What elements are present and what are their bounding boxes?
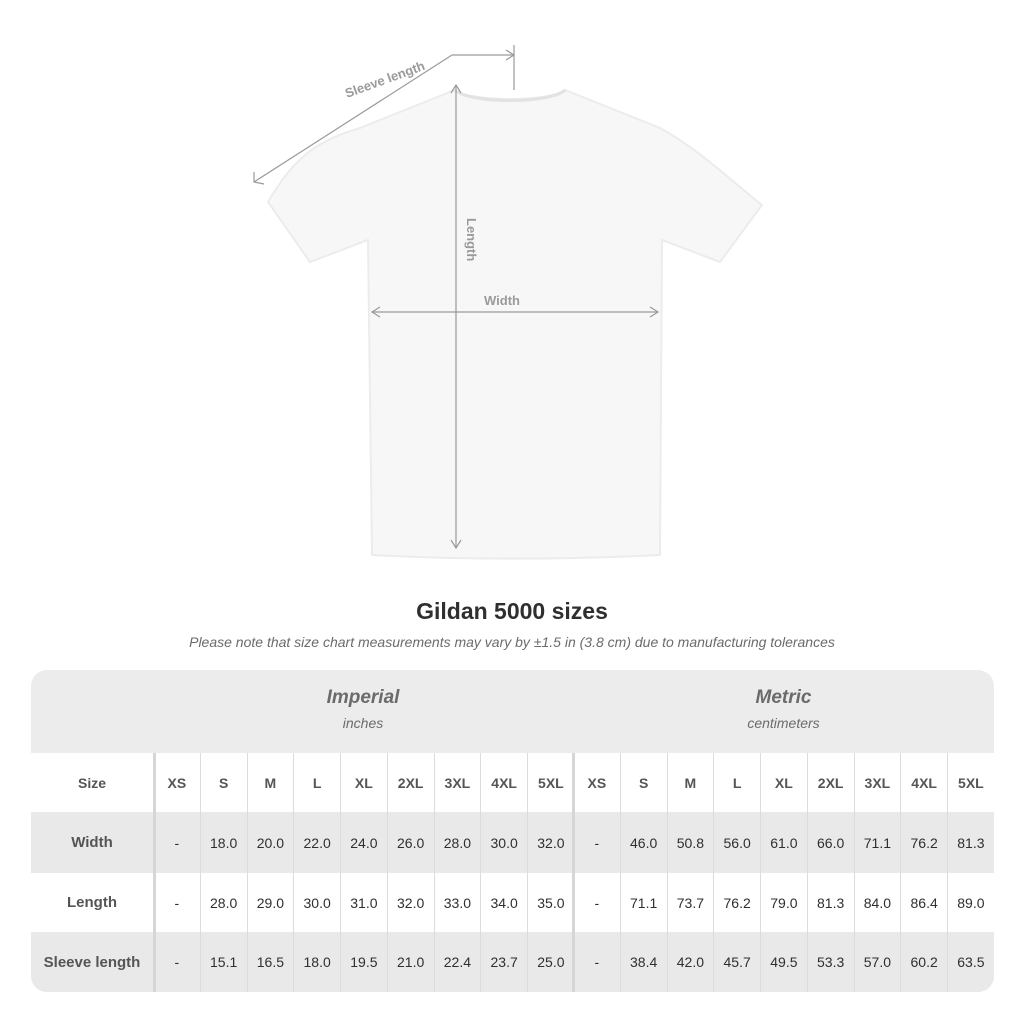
size-header-cell: 2XL [806, 753, 854, 812]
metric-value-cell: 38.4 [619, 932, 667, 992]
metric-group-header: Metric centimeters [573, 670, 994, 753]
size-header-cell: S [199, 753, 247, 812]
imperial-value-cell: 24.0 [340, 812, 387, 873]
imperial-value-cell: 28.0 [433, 812, 481, 873]
size-header-cell: XL [760, 753, 807, 812]
imperial-value-cell: 18.0 [293, 932, 340, 992]
row-label: Width [71, 834, 113, 851]
imperial-value-cell: - [153, 932, 200, 992]
metric-value-cell: 53.3 [806, 932, 854, 992]
size-header-row: Size XS XS S S M M L L XL XL 2XL 2XL 3XL 3XL 4XL 4XL 5XL 5… [31, 753, 994, 812]
measure-lines [253, 45, 660, 550]
metric-value-cell: 79.0 [760, 873, 807, 932]
imperial-value-cell: - [153, 873, 200, 932]
size-header-cell: 3XL [853, 753, 901, 812]
imperial-group-header: Imperial inches [153, 670, 573, 753]
imperial-value-cell: 30.0 [293, 873, 340, 932]
size-header-cell: 2XL [386, 753, 434, 812]
chart-title: Gildan 5000 sizes [416, 598, 608, 624]
imperial-value-cell: 15.1 [199, 932, 247, 992]
size-header-cell: M [666, 753, 714, 812]
size-header-cell: L [293, 753, 340, 812]
metric-value-cell: 76.2 [900, 812, 947, 873]
metric-value-cell: 42.0 [666, 932, 714, 992]
metric-value-cell: 56.0 [713, 812, 760, 873]
imperial-value-cell: 31.0 [340, 873, 387, 932]
imperial-heading: Imperial [326, 687, 400, 708]
imperial-value-cell: 16.5 [246, 932, 294, 992]
imperial-value-cell: - [153, 812, 200, 873]
length-label: Length [464, 218, 479, 261]
imperial-value-cell: 19.5 [340, 932, 387, 992]
size-header-cell: XS [573, 753, 620, 812]
imperial-value-cell: 18.0 [199, 812, 247, 873]
imperial-value-cell: 32.0 [527, 812, 574, 873]
metric-value-cell: - [573, 812, 620, 873]
imperial-value-cell: 25.0 [527, 932, 574, 992]
size-header-cell: S [619, 753, 667, 812]
size-header-cell: L [713, 753, 760, 812]
size-label: Size [77, 774, 106, 791]
imperial-value-cell: 34.0 [480, 873, 527, 932]
imperial-value-cell: 28.0 [199, 873, 247, 932]
imperial-value-cell: 23.7 [480, 932, 527, 992]
table-row: Sleeve length - -15.1 38.4 16.5 42.0 18.0 45.7 1… [31, 932, 994, 992]
row-label: Length [67, 894, 117, 911]
metric-value-cell: 61.0 [760, 812, 807, 873]
size-header-cell: XL [340, 753, 387, 812]
imperial-value-cell: 30.0 [480, 812, 527, 873]
size-header-cell: 5XL [947, 753, 994, 812]
metric-heading: Metric [755, 687, 812, 708]
imperial-value-cell: 35.0 [527, 873, 574, 932]
size-header-cell: M [246, 753, 294, 812]
imperial-value-cell: 29.0 [246, 873, 294, 932]
column-group-divider [572, 753, 575, 992]
imperial-value-cell: 21.0 [386, 932, 434, 992]
size-header-cell: 5XL [527, 753, 574, 812]
imperial-value-cell: 20.0 [246, 812, 294, 873]
metric-value-cell: 76.2 [713, 873, 760, 932]
metric-value-cell: 71.1 [853, 812, 901, 873]
metric-value-cell: 57.0 [853, 932, 901, 992]
metric-value-cell: - [573, 932, 620, 992]
size-header-cell: 4XL [900, 753, 947, 812]
imperial-value-cell: 32.0 [386, 873, 434, 932]
metric-value-cell: 73.7 [666, 873, 714, 932]
tolerance-note: Please note that size chart measurements… [189, 634, 835, 650]
column-group-divider [153, 753, 156, 992]
imperial-value-cell: 33.0 [433, 873, 481, 932]
metric-value-cell: 46.0 [619, 812, 667, 873]
imperial-value-cell: 22.4 [433, 932, 481, 992]
imperial-value-cell: 22.0 [293, 812, 340, 873]
metric-unit: centimeters [747, 715, 820, 731]
width-label: Width [484, 293, 520, 308]
size-table: Imperial inches Metric centimeters Size X… [31, 670, 994, 992]
row-label: Sleeve length [43, 953, 141, 971]
metric-value-cell: 84.0 [853, 873, 901, 932]
metric-value-cell: - [573, 873, 620, 932]
table-row: Width - -18.0 46.0 20.0 50.8 22.0 56.0 24.0 61.0 2… [31, 812, 994, 873]
imperial-value-cell: 26.0 [386, 812, 434, 873]
metric-value-cell: 60.2 [900, 932, 947, 992]
metric-value-cell: 45.7 [713, 932, 760, 992]
metric-value-cell: 63.5 [947, 932, 994, 992]
metric-value-cell: 89.0 [947, 873, 994, 932]
size-header-cell: 3XL [433, 753, 481, 812]
metric-value-cell: 49.5 [760, 932, 807, 992]
metric-value-cell: 71.1 [619, 873, 667, 932]
size-header-cell: XS [153, 753, 200, 812]
metric-value-cell: 66.0 [806, 812, 854, 873]
table-row: Length - -28.0 71.1 29.0 73.7 30.0 76.2 31.0 79.0… [31, 873, 994, 932]
tshirt-illustration [266, 88, 764, 560]
metric-value-cell: 81.3 [947, 812, 994, 873]
imperial-unit: inches [342, 715, 384, 731]
metric-value-cell: 81.3 [806, 873, 854, 932]
size-header-cell: 4XL [480, 753, 527, 812]
tshirt-diagram: Sleeve length Length Width [253, 45, 764, 560]
metric-value-cell: 50.8 [666, 812, 714, 873]
metric-value-cell: 86.4 [900, 873, 947, 932]
